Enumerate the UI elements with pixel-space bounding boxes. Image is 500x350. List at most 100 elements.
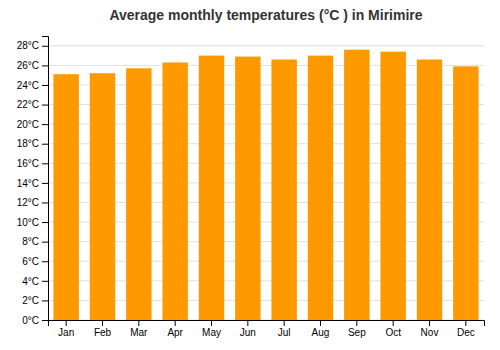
y-tick-mark [42, 320, 48, 321]
x-tick-label: Feb [94, 327, 112, 338]
y-tick-mark [42, 261, 48, 262]
y-tick: 16°C [17, 158, 48, 169]
bar [126, 68, 151, 320]
y-tick-mark [42, 183, 48, 184]
x-tick-label: Sep [348, 327, 366, 338]
x-tick-label: May [202, 327, 221, 338]
x-tick: Jan [58, 320, 74, 338]
y-tick: 24°C [17, 80, 48, 91]
y-tick: 18°C [17, 138, 48, 149]
y-tick-label: 0°C [22, 315, 39, 326]
bar [235, 57, 260, 320]
y-tick-label: 4°C [22, 276, 39, 287]
grid-line [48, 45, 484, 46]
x-tick: Oct [385, 320, 401, 338]
y-axis-line [42, 37, 49, 321]
x-tick-mark [429, 320, 430, 326]
bar [90, 73, 115, 320]
y-tick: 2°C [22, 295, 48, 306]
x-tick: Mar [130, 320, 148, 338]
bar [417, 60, 442, 320]
y-tick-label: 6°C [22, 256, 39, 267]
y-tick-label: 10°C [17, 217, 39, 228]
bar [199, 56, 224, 320]
y-tick-mark [42, 124, 48, 125]
x-tick: May [202, 320, 221, 338]
x-tick-mark [138, 320, 139, 326]
bar [380, 52, 405, 320]
bar [453, 66, 478, 320]
x-tick-label: Aug [312, 327, 330, 338]
x-tick-mark [102, 320, 103, 326]
bar [162, 62, 187, 320]
x-axis-line [49, 321, 485, 327]
x-tick: Sep [348, 320, 366, 338]
y-tick: 22°C [17, 99, 48, 110]
plot: 0°C 2°C 4°C 6°C 8°C 10°C 12°C 14°C 16°C 18°C 20°C 2… [17, 37, 485, 339]
y-tick: 8°C [22, 236, 48, 247]
x-tick-label: Jun [240, 327, 256, 338]
x-tick-label: Nov [421, 327, 439, 338]
y-tick: 4°C [22, 276, 48, 287]
x-tick-mark [247, 320, 248, 326]
x-tick: Feb [94, 320, 112, 338]
x-tick-label: Jul [278, 327, 291, 338]
bar [344, 50, 369, 320]
x-tick: Aug [312, 320, 330, 338]
bar [53, 74, 78, 320]
chart: 0°C 2°C 4°C 6°C 8°C 10°C 12°C 14°C 16°C 18°C 20°C 2… [0, 0, 500, 350]
x-tick-label: Mar [130, 327, 148, 338]
y-tick: 6°C [22, 256, 48, 267]
y-tick-mark [42, 242, 48, 243]
y-tick: 0°C [22, 315, 48, 326]
y-tick-mark [42, 300, 48, 301]
y-tick-mark [42, 222, 48, 223]
x-tick-label: Jan [58, 327, 74, 338]
y-tick-label: 20°C [17, 119, 39, 130]
x-tick: Dec [457, 320, 475, 338]
y-tick-mark [42, 65, 48, 66]
x-tick-mark [320, 320, 321, 326]
y-tick-mark [42, 105, 48, 106]
x-tick-mark [284, 320, 285, 326]
x-tick: Jun [240, 320, 256, 338]
y-axis: 0°C 2°C 4°C 6°C 8°C 10°C 12°C 14°C 16°C 18°C 20°C 2… [17, 37, 49, 326]
title: Average monthly temperatures (°C ) in Mi… [109, 7, 422, 23]
x-tick-mark [356, 320, 357, 326]
y-tick-label: 2°C [22, 295, 39, 306]
x-axis: Jan Feb Mar Apr May Jun Jul Aug Sep Oct Nov Dec [49, 320, 485, 338]
x-tick: Jul [278, 320, 291, 338]
y-tick: 10°C [17, 217, 48, 228]
bar [308, 56, 333, 320]
y-tick-label: 28°C [17, 40, 39, 51]
y-tick-label: 22°C [17, 99, 39, 110]
y-tick-mark [42, 281, 48, 282]
y-tick-mark [42, 85, 48, 86]
grid [48, 46, 484, 320]
x-tick-label: Oct [385, 327, 401, 338]
y-tick-mark [42, 163, 48, 164]
x-tick-mark [175, 320, 176, 326]
x-tick-mark [211, 320, 212, 326]
x-tick-mark [66, 320, 67, 326]
y-tick-label: 12°C [17, 197, 39, 208]
y-tick-mark [42, 46, 48, 47]
y-tick-label: 16°C [17, 158, 39, 169]
y-tick-label: 24°C [17, 80, 39, 91]
y-tick: 12°C [17, 197, 48, 208]
y-tick: 28°C [17, 40, 48, 51]
y-tick: 26°C [17, 60, 48, 71]
y-tick: 20°C [17, 119, 48, 130]
y-tick-label: 18°C [17, 138, 39, 149]
x-tick: Apr [167, 320, 183, 338]
x-tick-mark [393, 320, 394, 326]
y-tick-label: 26°C [17, 60, 39, 71]
x-tick-mark [465, 320, 466, 326]
y-tick-label: 8°C [22, 236, 39, 247]
bars [53, 50, 478, 320]
y-tick: 14°C [17, 178, 48, 189]
y-tick-mark [42, 144, 48, 145]
x-tick-label: Apr [167, 327, 183, 338]
y-tick-mark [42, 202, 48, 203]
x-tick-label: Dec [457, 327, 475, 338]
